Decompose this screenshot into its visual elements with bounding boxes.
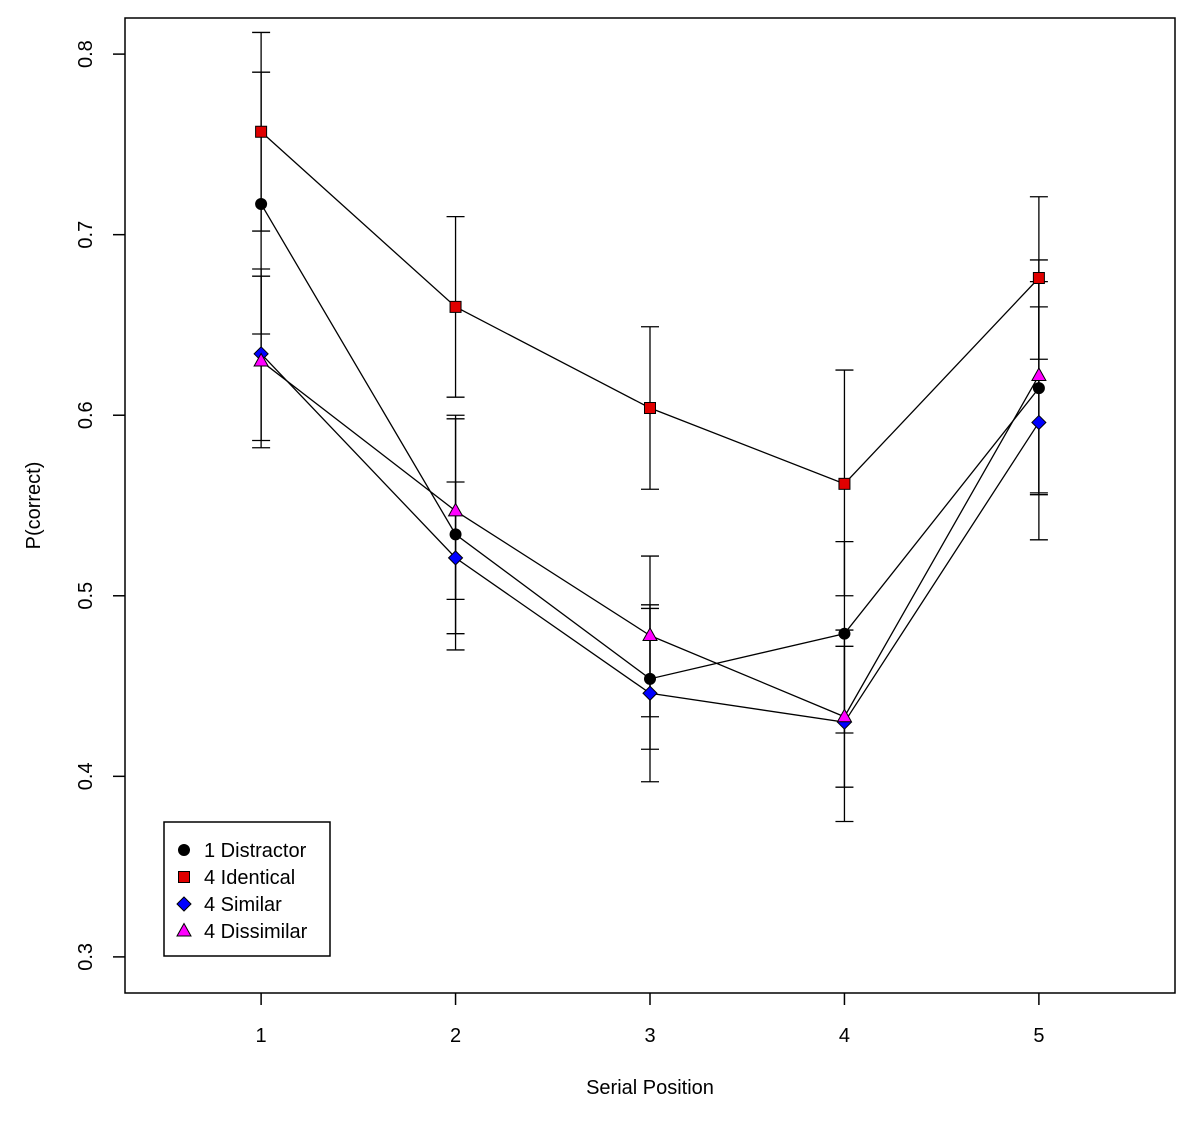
y-tick-label: 0.5	[75, 582, 97, 610]
legend-label: 4 Dissimilar	[204, 921, 308, 943]
data-point	[1031, 414, 1047, 431]
data-point	[838, 477, 851, 490]
data-point	[836, 708, 853, 723]
data-point	[1031, 366, 1047, 381]
y-tick-label: 0.7	[75, 221, 97, 249]
data-point	[642, 626, 658, 641]
x-tick-label: 5	[1033, 1025, 1044, 1047]
legend-marker	[176, 922, 192, 937]
x-tick-label: 2	[450, 1025, 461, 1047]
y-tick-label: 0.8	[75, 40, 97, 68]
y-tick-label: 0.6	[75, 401, 97, 429]
data-point	[449, 300, 462, 313]
legend-marker	[178, 844, 190, 856]
data-point	[449, 528, 462, 541]
legend-label: 4 Identical	[204, 867, 295, 889]
y-axis-label: P(correct)	[23, 462, 45, 550]
x-tick-label: 1	[256, 1025, 267, 1047]
legend-label: 4 Similar	[204, 894, 282, 916]
series-4-identical	[252, 31, 1048, 597]
data-point	[644, 402, 656, 414]
legend-box	[163, 821, 331, 957]
legend-label: 1 Distractor	[204, 840, 307, 862]
data-point	[255, 125, 268, 138]
series-layer	[252, 31, 1048, 823]
data-point	[447, 550, 464, 566]
data-point	[253, 352, 269, 367]
x-tick-label: 4	[839, 1025, 850, 1047]
x-axis-label: Serial Position	[586, 1077, 714, 1099]
y-tick-label: 0.4	[75, 762, 97, 790]
y-tick-label: 0.3	[75, 943, 97, 971]
data-point	[838, 627, 851, 640]
data-point	[1032, 272, 1045, 284]
legend-marker	[176, 896, 192, 912]
data-point	[447, 502, 464, 517]
data-point	[644, 672, 656, 685]
x-tick-label: 3	[644, 1025, 655, 1047]
data-point	[1032, 382, 1045, 395]
axes-layer: 1 2 3 4 5 0.3 0.4 0.5 0.6 0.7 0.8 Serial Position P(…	[23, 17, 1176, 1099]
legend: 1 Distractor 4 Identical 4 Similar 4 Dissim…	[163, 821, 331, 957]
data-point	[642, 685, 658, 701]
legend-marker	[178, 871, 190, 883]
data-point	[255, 197, 268, 210]
